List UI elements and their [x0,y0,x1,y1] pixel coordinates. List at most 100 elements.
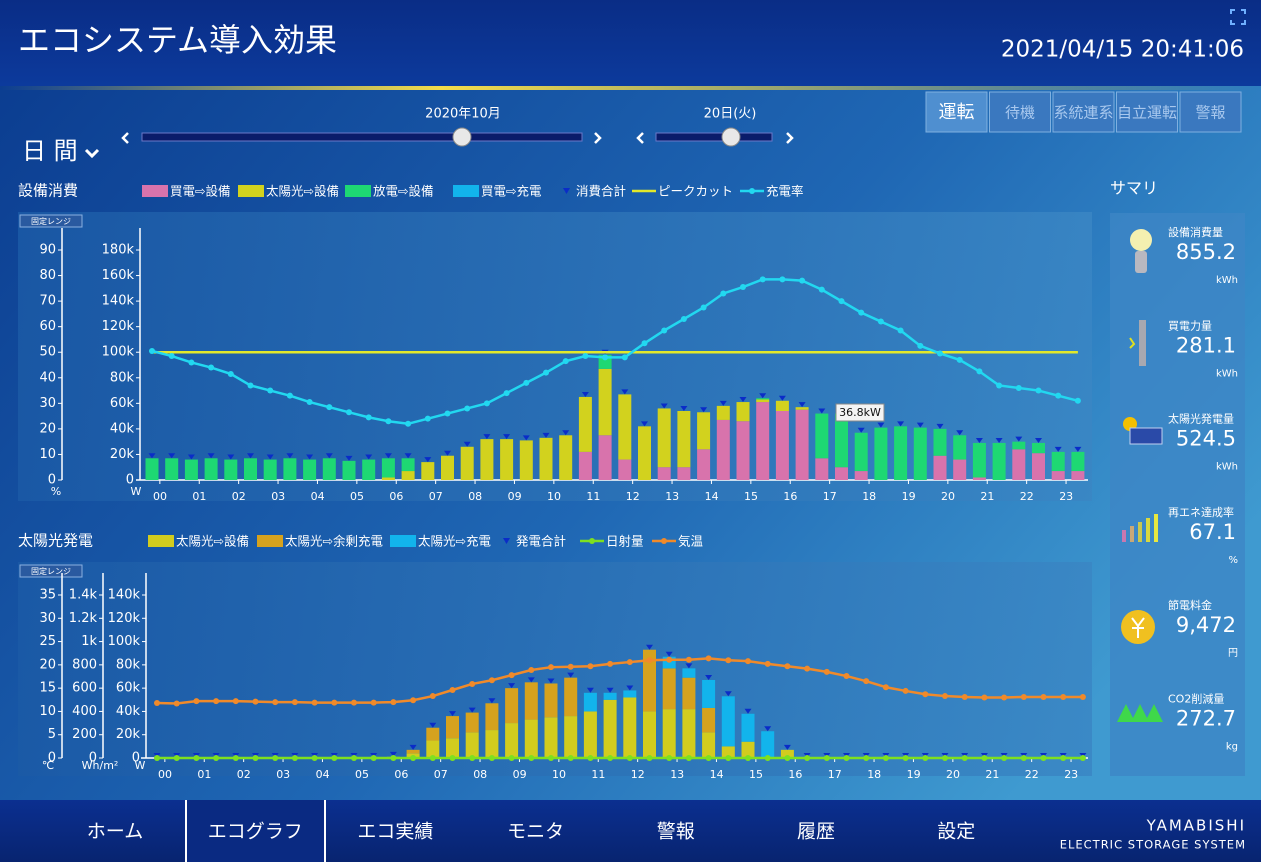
bar-segment [618,459,632,480]
total-marker [168,453,176,459]
total-marker [956,430,964,436]
fullscreen-glyph[interactable] [1230,9,1246,25]
line-dot [1079,755,1086,761]
mode-button[interactable] [1052,91,1115,133]
y-tick-label: 0 [132,751,140,766]
total-marker [897,421,905,427]
mode-button-label[interactable]: 警報 [1195,104,1225,122]
x-tick-label: 19 [902,490,916,503]
line-dot [306,399,313,406]
nav-item[interactable]: ホーム [87,821,143,843]
bar-segment [953,459,967,480]
range-button[interactable] [19,214,83,228]
x-tick-label: 14 [705,490,719,503]
line-dot [646,755,653,761]
total-marker [266,454,274,460]
y-tick-label: 100k [108,634,141,649]
line-dot [543,369,549,376]
month-prev[interactable] [121,132,129,144]
range-button-label[interactable]: 固定レンジ [31,566,71,576]
bar-segment [381,477,395,480]
y-tick-label: 120k [108,611,141,626]
dropdown-chevron[interactable] [84,148,100,159]
nav-item[interactable]: エコ実績 [357,821,433,843]
bar-segment [342,460,356,480]
line-dot [149,347,155,354]
total-marker [508,683,516,689]
bar-segment [736,421,750,480]
tooltip-box [835,403,885,422]
bar-segment [564,677,578,717]
legend-swatch [390,535,416,547]
legend-swatch [453,185,479,197]
panel-icon [1129,427,1163,445]
y-tick-label: 1.4k [69,588,98,603]
summary-value: 9,472 [1176,613,1236,637]
nav-item[interactable]: 警報 [657,821,695,843]
bar-segment [702,732,716,758]
mode-button[interactable] [1179,91,1242,133]
line-dot [922,755,929,761]
nav-item[interactable]: 設定 [937,821,975,843]
line-dot [607,660,614,667]
day-next[interactable] [786,132,794,144]
bar-segment [145,458,159,480]
mode-button[interactable] [925,91,988,133]
nav-item[interactable]: エコグラフ [208,821,303,843]
month-slider-knob[interactable] [452,127,472,147]
mode-button-label[interactable]: 運転 [939,102,975,123]
line-dot [528,666,535,673]
total-marker [1054,446,1062,452]
nav-item[interactable]: モニタ [507,821,564,843]
day-slider-track[interactable] [655,132,773,142]
range-button-label[interactable]: 固定レンジ [31,216,71,226]
mode-button-label[interactable]: 系統連系 [1053,104,1113,122]
mode-button[interactable] [1116,91,1178,133]
bar-segment [721,696,735,747]
bar-segment [426,727,440,741]
x-tick-label: 03 [271,490,285,503]
y-tick-label: 50 [39,345,56,360]
line-dot [641,340,648,347]
day-slider-knob[interactable] [721,127,741,147]
line-dot [193,755,200,761]
bar-icon-3 [1138,522,1142,542]
bar-icon-2 [1130,526,1134,542]
line-dot [154,700,160,707]
day-prev[interactable] [636,132,644,144]
bar-segment [578,396,592,452]
month-next[interactable] [594,132,602,144]
mode-button-label[interactable]: 待機 [1005,104,1035,122]
line-dot [247,382,254,389]
bar-segment [583,711,597,758]
summary-value: 855.2 [1176,240,1236,264]
y-tick-label: 10 [39,447,56,462]
line-dot [193,698,200,705]
bar-segment [913,427,927,480]
line-dot [784,663,791,670]
nav-selected-bg [186,800,325,862]
range-button[interactable] [19,564,83,578]
x-tick-label: 14 [710,768,724,781]
line-dot [1035,387,1042,394]
mode-button[interactable] [989,91,1051,133]
bar-segment [682,668,696,678]
total-marker [665,651,673,657]
total-marker [778,395,786,401]
nav-item[interactable]: 履歴 [797,821,835,843]
x-tick-label: 18 [862,490,876,503]
legend-swatch [142,185,168,197]
y-tick-label: 120k [102,319,135,334]
bar-segment [1012,441,1026,450]
view-select[interactable]: 日 間 [22,137,78,165]
month-slider-track[interactable] [141,132,583,142]
legend-label: 消費合計 [576,184,626,199]
mode-button-label[interactable]: 自立運転 [1117,104,1177,122]
summary-title: サマリ [1110,179,1158,198]
line-dot [818,286,825,293]
fullscreen-icon[interactable] [1230,9,1246,25]
line-dot [424,415,431,422]
meter-icon [1139,320,1146,366]
bar-segment [460,446,474,480]
